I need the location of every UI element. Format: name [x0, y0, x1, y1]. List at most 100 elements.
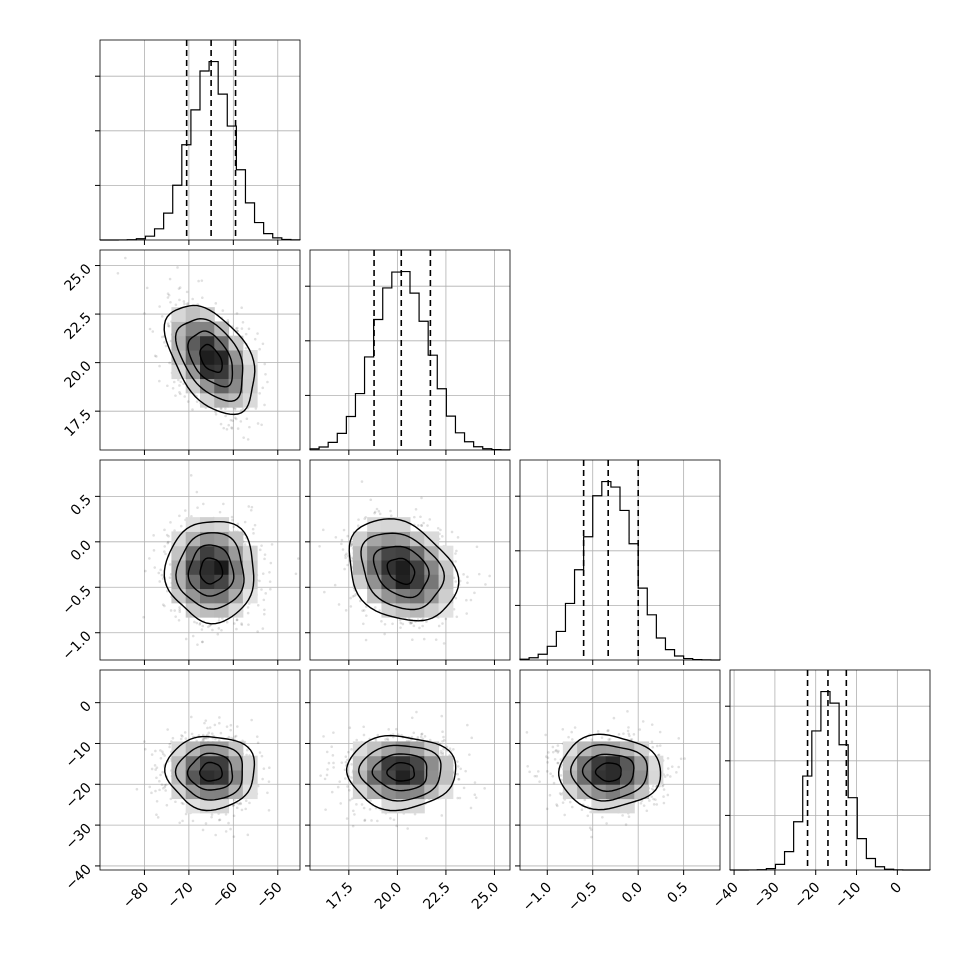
density-cell-3-2	[605, 798, 621, 814]
contour-1-0-0	[199, 343, 223, 373]
density-cell-3-1	[352, 741, 368, 757]
sample-point	[322, 735, 325, 738]
sample-point	[150, 791, 153, 795]
sample-point	[294, 572, 298, 576]
sample-point	[350, 543, 354, 547]
sample-point	[217, 818, 221, 822]
sample-point	[375, 507, 379, 511]
sample-point	[640, 799, 644, 803]
y-tick-label-2-1: −0.5	[59, 583, 94, 618]
sample-point	[230, 515, 234, 519]
density-cell-3-2	[562, 784, 578, 800]
sample-point	[233, 408, 237, 411]
sample-point	[321, 528, 325, 532]
sample-point	[178, 286, 182, 289]
sample-point	[410, 621, 414, 625]
sample-point	[442, 735, 445, 739]
density-cell-2-1	[381, 545, 397, 561]
sample-point	[350, 542, 354, 546]
density-cell-2-1	[395, 531, 411, 547]
sample-point	[193, 620, 196, 624]
sample-point	[360, 803, 364, 806]
sample-point	[210, 813, 214, 816]
sample-point	[184, 812, 188, 816]
density-cell-2-1	[395, 602, 411, 618]
sample-point	[546, 756, 550, 760]
sample-point	[247, 327, 251, 331]
histogram-step-2	[519, 480, 721, 661]
sample-point	[448, 747, 452, 751]
sample-point	[168, 563, 172, 566]
sample-point	[218, 818, 222, 822]
sample-point	[399, 626, 402, 629]
sample-point	[559, 774, 563, 777]
sample-point	[353, 813, 356, 816]
density-cell-2-0	[171, 545, 187, 561]
sample-point	[473, 591, 476, 595]
sample-point	[420, 523, 423, 527]
sample-point	[628, 734, 631, 738]
sample-point	[167, 324, 171, 328]
sample-point	[164, 552, 167, 556]
sample-point	[233, 798, 236, 802]
panel-frame-2-2	[519, 459, 721, 661]
sample-point	[454, 596, 458, 600]
sample-point	[224, 407, 227, 410]
density-cell-1-0	[200, 378, 215, 394]
sample-point	[239, 802, 243, 806]
sample-point	[395, 824, 398, 828]
sample-point	[261, 386, 265, 390]
sample-point	[662, 795, 665, 798]
sample-point	[154, 768, 157, 771]
contour-1-0-3	[163, 304, 256, 416]
sample-point	[326, 768, 329, 771]
sample-point	[445, 745, 449, 749]
sample-point	[365, 614, 368, 617]
sample-point	[465, 598, 468, 602]
sample-point	[216, 632, 220, 636]
y-tick-label-3-0: −40	[63, 861, 95, 893]
sample-point	[442, 748, 445, 751]
sample-point	[159, 568, 162, 572]
sample-point	[557, 749, 560, 753]
sample-point	[256, 603, 260, 607]
density-cell-3-1	[367, 741, 382, 757]
sample-point	[318, 545, 321, 548]
sample-point	[346, 785, 349, 788]
sample-point	[588, 826, 592, 830]
sample-point	[544, 733, 547, 737]
sample-point	[648, 799, 651, 802]
x-tick-label-2-1: −0.5	[565, 880, 600, 915]
sample-point	[153, 764, 157, 767]
sample-point	[558, 792, 562, 795]
sample-point	[206, 733, 209, 737]
sample-point	[218, 510, 222, 514]
sample-point	[525, 731, 529, 734]
density-cell-2-0	[185, 602, 201, 618]
sample-point	[178, 608, 181, 612]
sample-point	[183, 509, 187, 512]
sample-point	[195, 400, 199, 403]
density-cell-3-0	[171, 741, 187, 757]
density-cell-2-1	[381, 574, 397, 590]
sample-point	[191, 634, 195, 638]
sample-point	[225, 620, 229, 624]
density-cell-1-0	[228, 335, 244, 351]
sample-point	[651, 745, 655, 749]
density-cell-2-0	[214, 602, 230, 618]
density-cell-2-1	[438, 545, 454, 561]
sample-point	[389, 509, 392, 513]
sample-point	[627, 726, 630, 729]
sample-point	[191, 408, 194, 411]
sample-point	[556, 744, 560, 747]
sample-point	[161, 577, 165, 580]
density-cell-3-1	[395, 784, 411, 800]
sample-point	[255, 735, 259, 738]
sample-point	[161, 786, 165, 790]
sample-point	[325, 773, 329, 777]
sample-point	[420, 733, 423, 736]
sample-point	[217, 619, 221, 622]
sample-point	[268, 766, 271, 769]
sample-point	[378, 512, 382, 516]
sample-point	[234, 417, 238, 421]
